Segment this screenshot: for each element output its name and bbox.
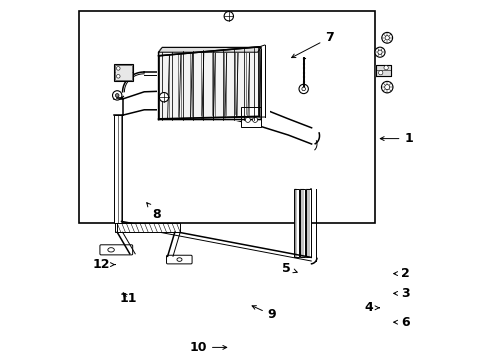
Text: 11: 11 [119,292,137,305]
Circle shape [379,71,383,75]
Bar [115,65,132,80]
Circle shape [252,117,258,122]
Text: 4: 4 [365,301,379,314]
Circle shape [117,75,120,78]
Polygon shape [159,48,261,120]
Ellipse shape [108,248,114,252]
Text: 1: 1 [380,132,413,145]
Circle shape [299,84,308,94]
Text: 9: 9 [252,306,276,321]
Bar [114,115,122,223]
Circle shape [385,36,390,40]
Circle shape [381,81,393,93]
Polygon shape [376,65,391,76]
Text: 2: 2 [393,267,410,280]
Circle shape [378,50,382,54]
Circle shape [224,12,233,21]
Text: 5: 5 [282,262,297,275]
Ellipse shape [177,258,182,261]
Bar [116,223,180,232]
Circle shape [117,67,120,70]
Bar [159,56,170,119]
Bar [79,11,374,223]
Circle shape [385,85,390,90]
Circle shape [245,117,250,122]
Bar [306,189,311,257]
Circle shape [159,93,169,102]
Bar [114,64,133,81]
Circle shape [116,94,119,97]
Bar [157,43,270,121]
Text: 8: 8 [147,203,161,221]
Bar [294,189,299,257]
Circle shape [382,32,392,43]
Circle shape [113,91,122,100]
Circle shape [384,66,388,70]
Bar [300,189,305,257]
Text: 6: 6 [393,316,410,329]
Text: 7: 7 [292,31,334,58]
Circle shape [302,87,305,91]
Text: 12: 12 [92,258,115,271]
Text: 3: 3 [393,287,410,300]
Bar [242,107,261,127]
Text: 10: 10 [190,341,227,354]
FancyBboxPatch shape [167,255,192,264]
Polygon shape [159,48,261,52]
FancyBboxPatch shape [100,245,133,255]
Circle shape [375,47,385,57]
